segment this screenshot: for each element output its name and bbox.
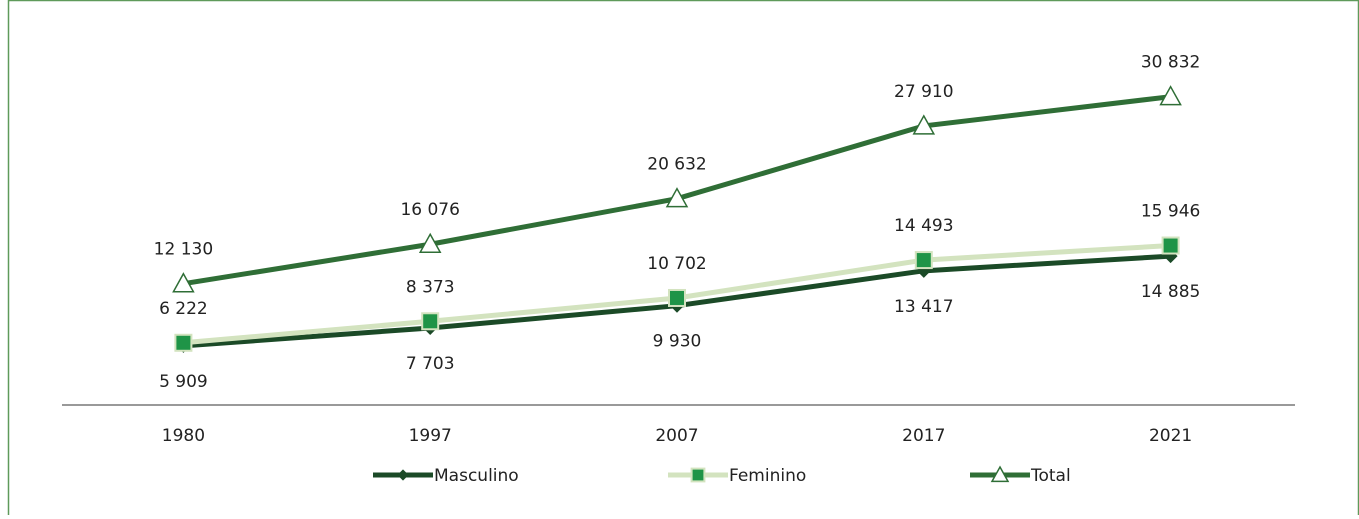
legend-marker	[690, 467, 706, 483]
data-label: 9 930	[653, 332, 702, 352]
marker	[914, 251, 933, 270]
legend-marker	[397, 469, 409, 481]
data-label: 27 910	[894, 82, 953, 102]
marker	[418, 232, 442, 253]
data-label: 12 130	[154, 240, 213, 260]
legend-label: Feminino	[729, 466, 806, 486]
legend-marker	[990, 465, 1010, 483]
x-tick-label: 2021	[1149, 426, 1192, 446]
data-label: 30 832	[1141, 53, 1200, 73]
data-label: 10 702	[647, 254, 706, 274]
data-label: 14 493	[894, 216, 953, 236]
marker	[1161, 236, 1180, 255]
data-label: 16 076	[400, 200, 459, 220]
marker	[421, 312, 440, 331]
legend-label: Total	[1030, 466, 1071, 486]
data-label: 13 417	[894, 297, 953, 317]
x-tick-label: 2007	[655, 426, 698, 446]
marker	[912, 114, 936, 135]
data-label: 8 373	[406, 277, 455, 297]
x-tick-label: 1980	[162, 426, 205, 446]
data-label: 15 946	[1141, 202, 1200, 222]
marker	[174, 333, 193, 352]
marker	[665, 187, 689, 208]
x-tick-label: 2017	[902, 426, 945, 446]
data-label: 5 909	[159, 372, 208, 392]
data-label: 14 885	[1141, 282, 1200, 302]
marker	[1159, 85, 1182, 106]
marker	[668, 288, 686, 307]
marker	[172, 272, 195, 293]
data-label: 6 222	[159, 299, 208, 319]
data-label: 7 703	[406, 354, 455, 374]
legend-label: Masculino	[434, 466, 519, 486]
x-tick-label: 1997	[409, 426, 452, 446]
data-label: 20 632	[647, 155, 706, 175]
